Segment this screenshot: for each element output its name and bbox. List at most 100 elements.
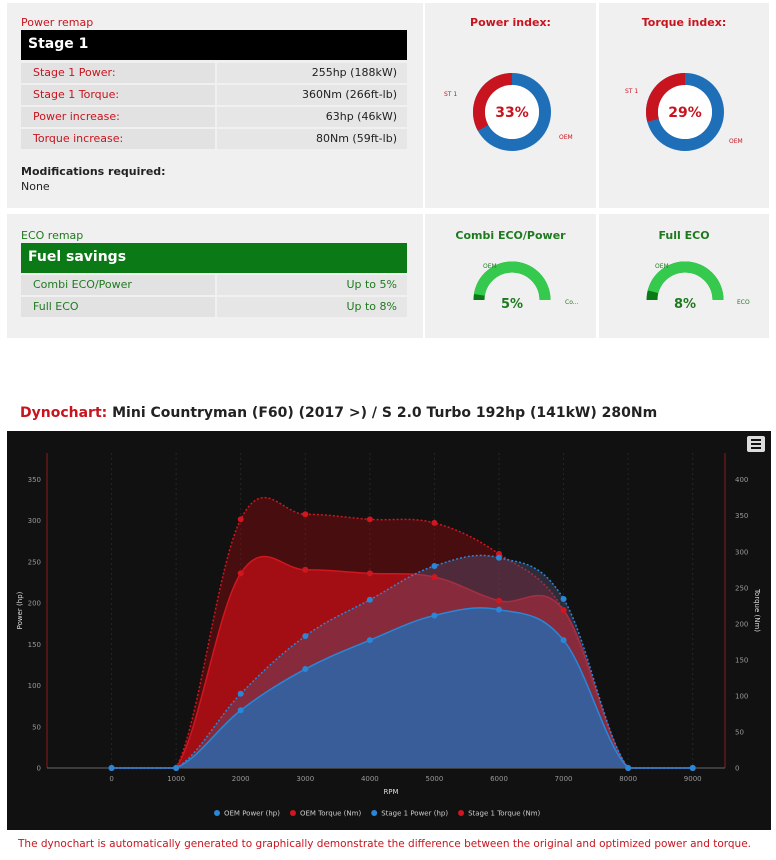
dyno-title-text: Mini Countryman (F60) (2017 >) / S 2.0 T… (112, 405, 658, 421)
y-right-tick-label: 200 (735, 620, 748, 628)
dyno-chart: 0 1000 2000 3000 4000 5000 6000 7000 8000 9000 0 50… (7, 431, 771, 830)
data-point[interactable] (366, 570, 373, 577)
gauge-center-value: 5% (501, 297, 523, 312)
data-point[interactable] (237, 690, 244, 697)
full-eco-gauge: OEM ECO 8% (646, 261, 750, 312)
gauge-center-value: 8% (674, 297, 696, 312)
data-point[interactable] (431, 562, 438, 569)
y-left-tick-label: 300 (28, 517, 41, 525)
gauge-label-oem: OEM (483, 263, 497, 270)
x-tick-label: 1000 (167, 775, 185, 783)
combi-eco-panel: Combi ECO/Power OEM Co... 5% (425, 214, 596, 338)
data-point[interactable] (560, 595, 567, 602)
fuel-savings-header: Fuel savings (21, 243, 407, 273)
power-index-panel: Power index: ST 1 OEM 33% (425, 3, 596, 208)
eco-remap-title: ECO remap (21, 229, 84, 242)
eco-row-full: Full ECO Up to 8% (21, 297, 407, 317)
data-point[interactable] (366, 596, 373, 603)
chart-menu-button[interactable] (747, 436, 765, 452)
mods-value: None (21, 180, 50, 193)
torque-index-title: Torque index: (641, 16, 727, 29)
data-point[interactable] (560, 607, 567, 614)
y-left-tick-label: 50 (32, 723, 41, 731)
data-point[interactable] (173, 765, 180, 771)
data-point[interactable] (431, 573, 438, 580)
data-point[interactable] (496, 554, 502, 561)
combi-eco-title: Combi ECO/Power (455, 229, 566, 242)
legend-marker (371, 810, 378, 816)
y-right-tick-label: 250 (735, 584, 748, 592)
legend-item[interactable]: Stage 1 Power (hp) (371, 810, 448, 818)
power-remap-title: Power remap (21, 16, 94, 29)
legend-marker (214, 810, 220, 816)
x-tick-label: 8000 (619, 775, 637, 783)
legend-marker (289, 810, 296, 816)
eco-remap-panel: ECO remap Fuel savings Combi ECO/Power U… (7, 214, 423, 338)
y-left-axis-label: Power (hp) (16, 591, 24, 629)
torque-index-donut: ST 1 OEM 29% (625, 73, 743, 151)
data-point[interactable] (302, 511, 309, 518)
legend-item[interactable]: Stage 1 Torque (Nm) (458, 810, 541, 818)
data-point[interactable] (496, 597, 502, 604)
dyno-chart-svg: 0 1000 2000 3000 4000 5000 6000 7000 8000 9000050… (16, 453, 761, 818)
eco-row-value: Up to 8% (217, 297, 407, 317)
legend-label: OEM Power (hp) (224, 810, 280, 818)
data-point[interactable] (366, 516, 373, 523)
eco-row-label: Combi ECO/Power (21, 275, 215, 295)
data-point[interactable] (689, 765, 696, 771)
y-left-tick-label: 150 (28, 641, 41, 649)
data-point[interactable] (431, 612, 438, 619)
legend-item[interactable]: OEM Torque (Nm) (289, 810, 362, 818)
stage-row-power-increase: Power increase: 63hp (46kW) (21, 107, 407, 127)
data-point[interactable] (237, 570, 244, 577)
data-point[interactable] (237, 707, 244, 714)
oem-power-area (111, 607, 693, 768)
donut-hole (485, 85, 539, 139)
y-left-tick-label: 250 (28, 558, 41, 566)
gauge-label-right: ECO (737, 299, 750, 306)
y-left-tick-label: 0 (37, 765, 41, 773)
stage-row-value: 255hp (188kW) (217, 63, 407, 83)
full-eco-title: Full ECO (658, 229, 710, 242)
data-point[interactable] (108, 765, 115, 771)
data-point[interactable] (496, 606, 502, 613)
stage-row-value: 360Nm (266ft-lb) (217, 85, 407, 105)
donut-label-st: ST 1 (444, 91, 457, 98)
y-right-tick-label: 150 (735, 656, 748, 664)
y-right-tick-label: 50 (735, 728, 744, 736)
gauge-group (473, 261, 551, 301)
gauge-group (646, 261, 724, 301)
stage-row-label: Stage 1 Torque: (21, 85, 215, 105)
stage-row-label: Power increase: (21, 107, 215, 127)
stage-row-power: Stage 1 Power: 255hp (188kW) (21, 63, 407, 83)
legend-label: Stage 1 Torque (Nm) (468, 810, 540, 818)
stage1-power-line (111, 554, 693, 769)
combi-eco-gauge: OEM Co... 5% (473, 261, 579, 312)
data-point[interactable] (302, 666, 309, 673)
donut-label-oem: OEM (559, 134, 573, 141)
dyno-title-label: Dynochart: (20, 405, 108, 421)
x-tick-label: 4000 (361, 775, 379, 783)
data-point[interactable] (625, 765, 632, 771)
donut-group (646, 73, 724, 151)
power-index-title: Power index: (470, 16, 551, 29)
donut-hole (658, 85, 712, 139)
gauge-arc-eco (473, 261, 551, 301)
y-right-tick-label: 350 (735, 512, 748, 520)
legend-item[interactable]: OEM Power (hp) (214, 810, 280, 818)
data-point[interactable] (431, 519, 438, 526)
torque-index-panel: Torque index: ST 1 OEM 29% (599, 3, 769, 208)
data-point[interactable] (302, 633, 309, 640)
menu-icon-bar (751, 447, 761, 449)
data-point[interactable] (237, 516, 244, 523)
data-point[interactable] (366, 637, 373, 644)
gauge-label-oem: OEM (655, 263, 669, 270)
data-point[interactable] (560, 637, 567, 644)
y-right-tick-label: 100 (735, 692, 748, 700)
dyno-title: Dynochart: Mini Countryman (F60) (2017 >… (20, 405, 657, 421)
eco-row-value: Up to 5% (217, 275, 407, 295)
stage-row-torque: Stage 1 Torque: 360Nm (266ft-lb) (21, 85, 407, 105)
donut-slice-stage (473, 73, 513, 131)
menu-icon-bar (751, 439, 761, 441)
data-point[interactable] (302, 566, 309, 573)
